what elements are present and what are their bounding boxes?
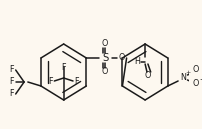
Text: N: N <box>180 74 186 83</box>
Text: −: − <box>199 76 202 82</box>
Text: F: F <box>75 76 79 86</box>
Text: F: F <box>10 90 14 99</box>
Text: F: F <box>61 62 66 71</box>
Text: H: H <box>135 58 141 67</box>
Text: O: O <box>102 67 108 76</box>
Text: O: O <box>193 79 199 88</box>
Text: F: F <box>10 78 14 87</box>
Text: O: O <box>145 71 151 80</box>
Text: S: S <box>102 53 108 63</box>
Text: O: O <box>193 66 199 75</box>
Text: F: F <box>10 66 14 75</box>
Text: +: + <box>185 71 190 75</box>
Text: O: O <box>119 54 125 62</box>
Text: O: O <box>102 39 108 49</box>
Text: F: F <box>48 76 53 86</box>
